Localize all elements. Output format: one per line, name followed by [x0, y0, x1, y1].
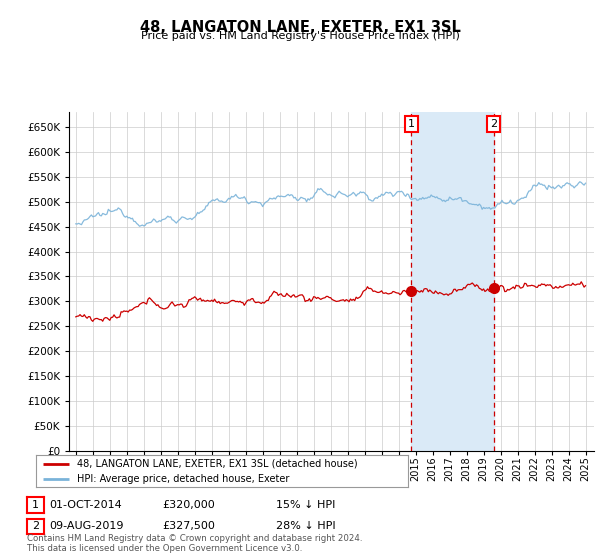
Text: £320,000: £320,000: [162, 500, 215, 510]
Text: 1: 1: [408, 119, 415, 129]
Text: £327,500: £327,500: [162, 521, 215, 531]
Text: Price paid vs. HM Land Registry's House Price Index (HPI): Price paid vs. HM Land Registry's House …: [140, 31, 460, 41]
Text: Contains HM Land Registry data © Crown copyright and database right 2024.
This d: Contains HM Land Registry data © Crown c…: [27, 534, 362, 553]
Text: 15% ↓ HPI: 15% ↓ HPI: [276, 500, 335, 510]
Text: 48, LANGATON LANE, EXETER, EX1 3SL (detached house): 48, LANGATON LANE, EXETER, EX1 3SL (deta…: [77, 459, 358, 469]
Text: 2: 2: [490, 119, 497, 129]
Bar: [412, 112, 494, 451]
Text: 28% ↓ HPI: 28% ↓ HPI: [276, 521, 335, 531]
Text: 2: 2: [32, 521, 39, 531]
Text: 09-AUG-2019: 09-AUG-2019: [49, 521, 124, 531]
Text: 1: 1: [32, 500, 39, 510]
Text: 01-OCT-2014: 01-OCT-2014: [49, 500, 122, 510]
Text: HPI: Average price, detached house, Exeter: HPI: Average price, detached house, Exet…: [77, 474, 289, 484]
Text: 48, LANGATON LANE, EXETER, EX1 3SL: 48, LANGATON LANE, EXETER, EX1 3SL: [140, 20, 460, 35]
